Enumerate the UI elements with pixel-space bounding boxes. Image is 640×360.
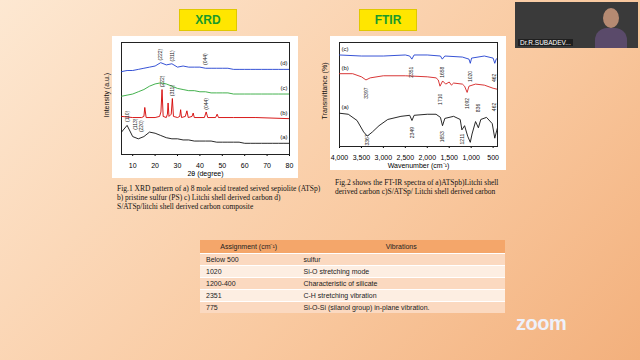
svg-text:(a): (a) xyxy=(342,104,349,110)
svg-text:(c): (c) xyxy=(342,46,349,52)
svg-text:(222): (222) xyxy=(159,75,165,87)
svg-text:3397: 3397 xyxy=(363,87,369,98)
html-text:Characteristic of silicate: Characteristic of silicate xyxy=(303,280,378,287)
html-text:Si-O-Si (silanol group) in-pla: Si-O-Si (silanol group) in-plane vibrati… xyxy=(303,304,430,311)
svg-text:(b): (b) xyxy=(342,65,349,71)
html-text:sulfur: sulfur xyxy=(303,256,321,263)
svg-text:836: 836 xyxy=(475,104,481,113)
svg-text:1092: 1092 xyxy=(464,98,470,109)
svg-text:(d): (d) xyxy=(280,60,287,66)
svg-text:(220): (220) xyxy=(138,120,144,132)
html-text:C-H stretching vibration: C-H stretching vibration xyxy=(303,292,377,299)
svg-text:20: 20 xyxy=(151,162,159,169)
svg-text:2,500: 2,500 xyxy=(397,154,415,161)
svg-text:(222): (222) xyxy=(157,48,163,60)
html-text:1020: 1020 xyxy=(206,268,222,275)
html-text:zoom: zoom xyxy=(516,312,567,334)
svg-text:1710: 1710 xyxy=(437,94,443,105)
svg-text:1653: 1653 xyxy=(439,131,445,142)
html-text:FTIR: FTIR xyxy=(374,13,402,27)
html-text:Assignment (cm⁻¹): Assignment (cm⁻¹) xyxy=(220,243,278,250)
svg-text:(a): (a) xyxy=(280,134,287,140)
svg-text:1020: 1020 xyxy=(467,71,473,82)
svg-text:(044): (044) xyxy=(202,53,208,65)
svg-text:2351: 2351 xyxy=(408,67,414,78)
svg-text:(c): (c) xyxy=(281,85,288,91)
svg-text:60: 60 xyxy=(241,162,249,169)
svg-text:500: 500 xyxy=(487,154,499,161)
svg-text:1658: 1658 xyxy=(439,67,445,78)
svg-text:(311): (311) xyxy=(169,50,175,62)
html-text:Vibrations: Vibrations xyxy=(385,243,417,250)
svg-text:4,000: 4,000 xyxy=(331,154,349,161)
svg-text:(113): (113) xyxy=(132,118,138,130)
html-text:Below 500: Below 500 xyxy=(206,256,239,263)
svg-text:70: 70 xyxy=(263,162,271,169)
svg-text:3,000: 3,000 xyxy=(375,154,393,161)
svg-text:Wavenumber (cm⁻¹): Wavenumber (cm⁻¹) xyxy=(388,162,450,170)
html-text:XRD: XRD xyxy=(195,13,221,27)
svg-text:1,000: 1,000 xyxy=(462,154,480,161)
svg-text:80: 80 xyxy=(286,162,294,169)
html-text:1200-400: 1200-400 xyxy=(206,280,236,287)
html-text:Transmittance (%): Transmittance (%) xyxy=(320,62,328,120)
svg-text:30: 30 xyxy=(174,162,182,169)
svg-text:10: 10 xyxy=(129,162,137,169)
svg-text:(044): (044) xyxy=(203,98,209,110)
svg-text:3,500: 3,500 xyxy=(353,154,371,161)
svg-text:2θ (degree): 2θ (degree) xyxy=(187,170,223,178)
svg-text:(110): (110) xyxy=(124,110,130,122)
svg-text:50: 50 xyxy=(218,162,226,169)
html-text:Dr.R.SUBADEV...: Dr.R.SUBADEV... xyxy=(520,39,571,46)
html-text:Fig.1 XRD pattern of a) 8 mole: Fig.1 XRD pattern of a) 8 mole acid trea… xyxy=(117,184,321,211)
svg-text:(311): (311) xyxy=(169,85,175,97)
svg-text:40: 40 xyxy=(196,162,204,169)
svg-text:462: 462 xyxy=(491,73,497,82)
svg-text:3367: 3367 xyxy=(364,134,370,145)
svg-text:1211: 1211 xyxy=(459,133,465,144)
svg-text:2349: 2349 xyxy=(409,127,415,138)
html-text:2351: 2351 xyxy=(206,292,222,299)
svg-text:2,000: 2,000 xyxy=(419,154,437,161)
svg-text:(b): (b) xyxy=(280,110,287,116)
html-text:775: 775 xyxy=(206,304,218,311)
html-text:Si-O stretching mode: Si-O stretching mode xyxy=(303,268,370,275)
html-text:Intensity (a.u.): Intensity (a.u.) xyxy=(102,72,110,118)
html-text:Fig.2 shows the FT-IR spectra: Fig.2 shows the FT-IR spectra of a)ATSpb… xyxy=(335,178,499,196)
svg-text:1,500: 1,500 xyxy=(440,154,458,161)
svg-text:462: 462 xyxy=(491,103,497,112)
